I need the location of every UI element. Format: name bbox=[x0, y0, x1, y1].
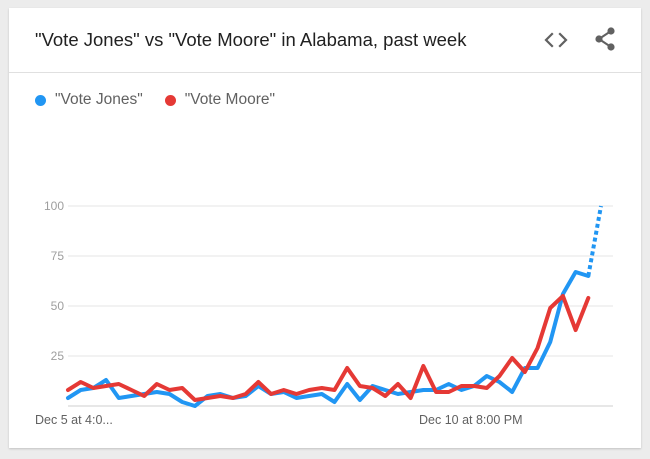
x-tick-label-0: Dec 5 at 4:0... bbox=[35, 413, 113, 427]
y-tick-label-50: 50 bbox=[51, 299, 65, 313]
legend-swatch-jones bbox=[35, 94, 46, 106]
y-tick-label-75: 75 bbox=[51, 249, 65, 263]
share-icon[interactable] bbox=[593, 26, 617, 52]
series-line-dotted-0 bbox=[586, 205, 603, 277]
legend-item-vote-jones[interactable]: "Vote Jones" bbox=[35, 91, 143, 109]
y-tick-label-100: 100 bbox=[44, 199, 64, 213]
legend-label-moore: "Vote Moore" bbox=[184, 91, 275, 108]
chart-legend: "Vote Jones" "Vote Moore" bbox=[35, 90, 297, 110]
x-tick-label-1: Dec 10 at 8:00 PM bbox=[419, 413, 523, 427]
line-chart: 100 75 50 25 Dec 5 at 4:0... Dec 10 at 8:00 P… bbox=[35, 199, 613, 427]
card-header: "Vote Jones" vs "Vote Moore" in Alabama,… bbox=[9, 8, 641, 73]
series-line-0 bbox=[66, 270, 591, 408]
code-brackets-icon[interactable] bbox=[541, 28, 571, 52]
chart-card: "Vote Jones" vs "Vote Moore" in Alabama,… bbox=[9, 8, 641, 448]
chart-title: "Vote Jones" vs "Vote Moore" in Alabama,… bbox=[35, 29, 467, 50]
series-line-1 bbox=[66, 294, 591, 402]
legend-item-vote-moore[interactable]: "Vote Moore" bbox=[164, 91, 275, 109]
y-tick-label-25: 25 bbox=[51, 349, 65, 363]
legend-label-jones: "Vote Jones" bbox=[55, 91, 143, 108]
legend-swatch-moore bbox=[164, 94, 176, 106]
